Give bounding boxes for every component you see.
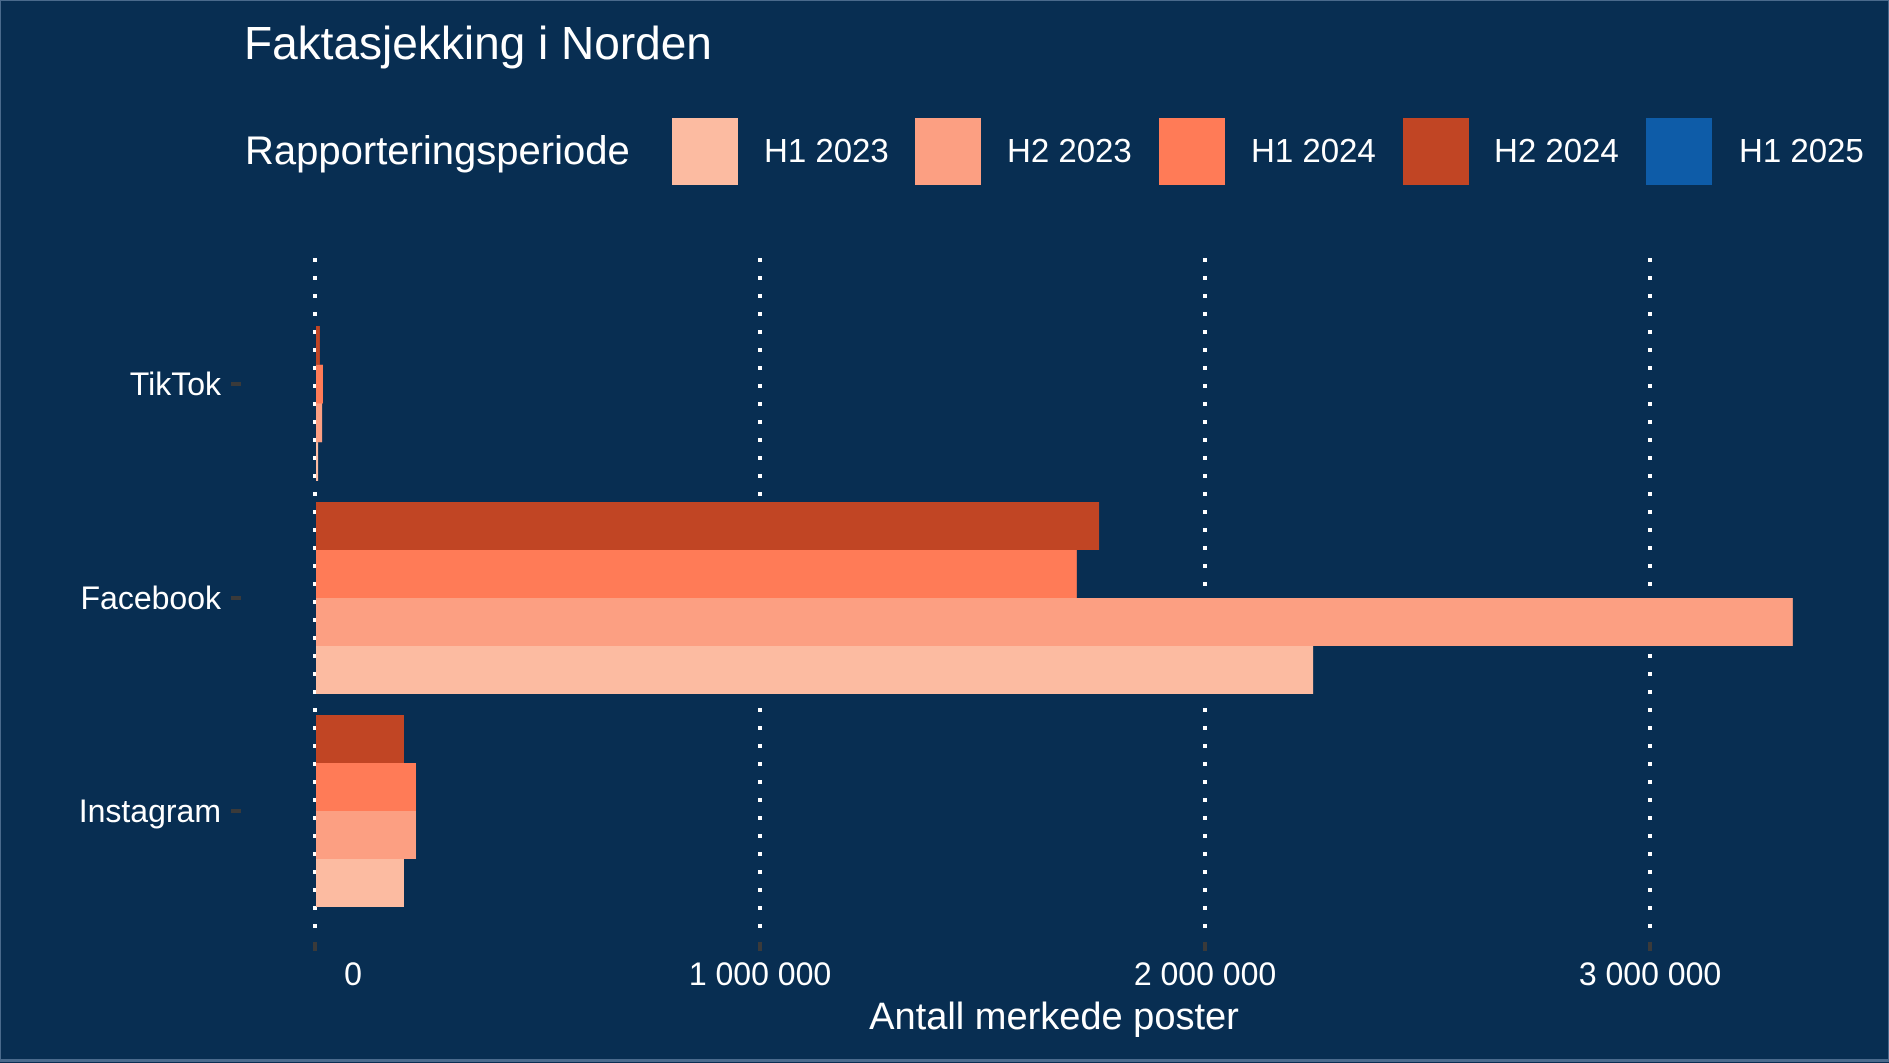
- chart-title: Faktasjekking i Norden: [244, 17, 712, 69]
- bar-instagram-h2-2023: [316, 811, 417, 859]
- y-category-label-tiktok: TikTok: [130, 366, 222, 402]
- legend-label-h1-2024: H1 2024: [1251, 132, 1376, 169]
- x-axis: 0 1 000 000 2 000 000 3 000 000: [313, 942, 1721, 992]
- y-axis: TikTok Facebook Instagram: [79, 366, 241, 829]
- bar-tiktok-h2-2023: [316, 403, 323, 443]
- bar-tiktok-h2-2024: [316, 326, 320, 365]
- bars: [316, 326, 1793, 907]
- legend-key-h2-2023: [915, 118, 981, 185]
- bar-tiktok-h1-2024: [316, 364, 324, 404]
- legend-key-h1-2023: [672, 118, 738, 185]
- x-axis-title: Antall merkede poster: [869, 996, 1239, 1038]
- legend-label-h2-2024: H2 2024: [1494, 132, 1619, 169]
- bar-facebook-h1-2024: [316, 550, 1077, 598]
- bar-facebook-h2-2024: [316, 502, 1100, 550]
- y-category-label-facebook: Facebook: [80, 580, 222, 616]
- bar-instagram-h1-2024: [316, 763, 417, 811]
- legend-label-h1-2023: H1 2023: [764, 132, 889, 169]
- x-tick-label: 3 000 000: [1579, 956, 1721, 992]
- gridlines: [313, 258, 1652, 951]
- x-tick-label: 0: [344, 956, 362, 992]
- bar-instagram-h2-2024: [316, 715, 404, 763]
- legend-key-h1-2025: [1646, 118, 1712, 185]
- bar-instagram-h1-2023: [316, 859, 404, 907]
- legend-label-h2-2023: H2 2023: [1007, 132, 1132, 169]
- bar-tiktok-h1-2023: [316, 442, 319, 481]
- x-tick-label: 2 000 000: [1134, 956, 1276, 992]
- x-tick-label: 1 000 000: [689, 956, 831, 992]
- bar-facebook-h2-2023: [316, 598, 1793, 646]
- legend-key-h2-2024: [1403, 118, 1469, 185]
- legend-title: Rapporteringsperiode: [245, 129, 630, 173]
- legend-label-h1-2025: H1 2025: [1739, 132, 1864, 169]
- legend-key-h1-2024: [1159, 118, 1225, 185]
- y-category-label-instagram: Instagram: [79, 793, 221, 829]
- bar-facebook-h1-2023: [316, 646, 1314, 694]
